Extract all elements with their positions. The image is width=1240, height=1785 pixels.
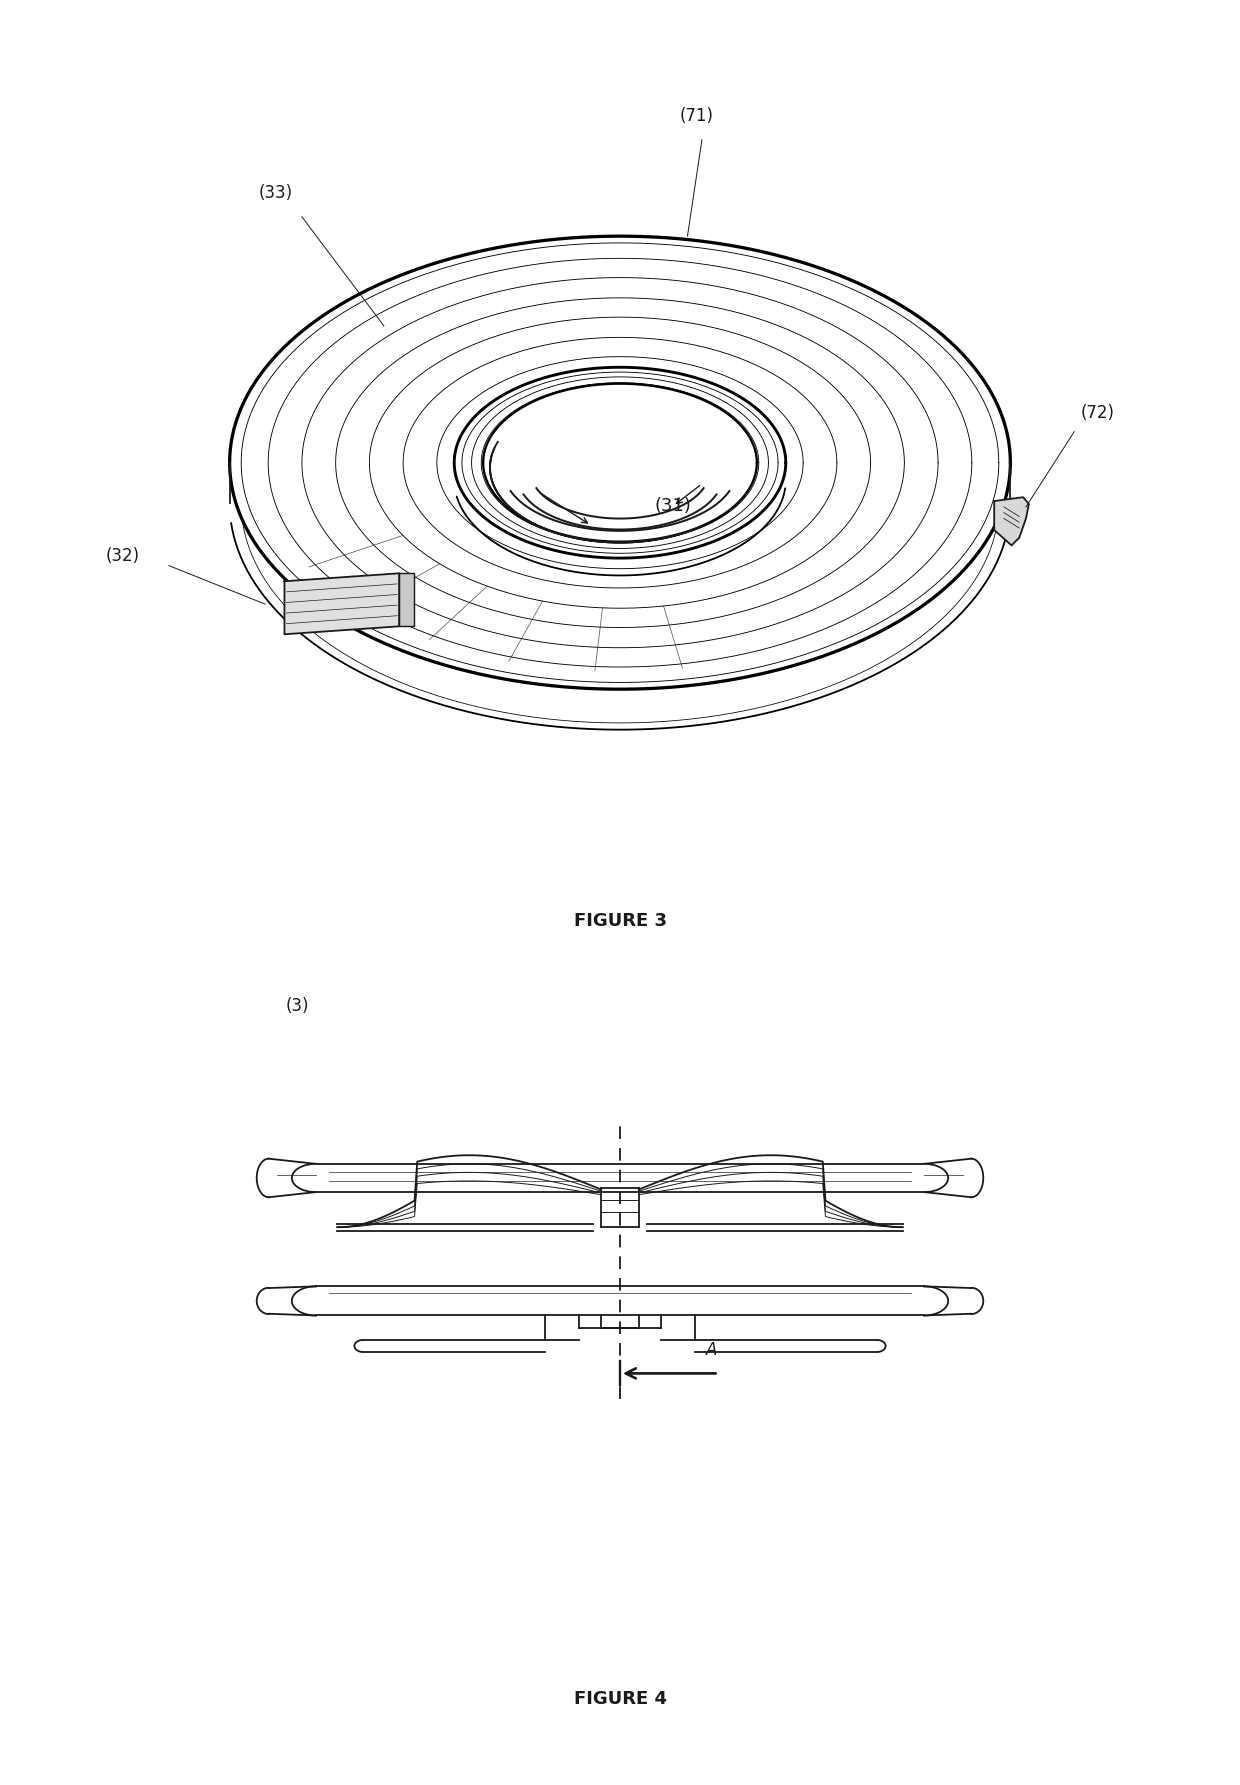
Text: FIGURE 4: FIGURE 4 xyxy=(573,1690,667,1708)
Text: (31): (31) xyxy=(655,496,692,516)
Polygon shape xyxy=(399,573,414,627)
Text: (72): (72) xyxy=(1081,403,1115,421)
Text: (71): (71) xyxy=(680,107,714,125)
Text: (32): (32) xyxy=(105,546,140,564)
Polygon shape xyxy=(284,573,399,634)
Text: A: A xyxy=(706,1341,717,1358)
Text: FIGURE 3: FIGURE 3 xyxy=(573,912,667,930)
Text: (3): (3) xyxy=(286,996,309,1014)
Polygon shape xyxy=(994,498,1029,546)
Text: (33): (33) xyxy=(258,184,293,202)
